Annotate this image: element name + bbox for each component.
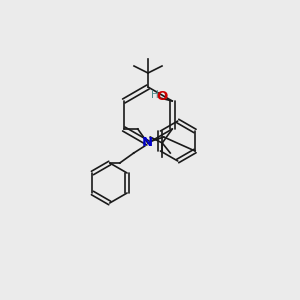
Text: O: O: [157, 91, 168, 103]
Text: N: N: [142, 136, 153, 149]
Text: H: H: [152, 90, 159, 100]
